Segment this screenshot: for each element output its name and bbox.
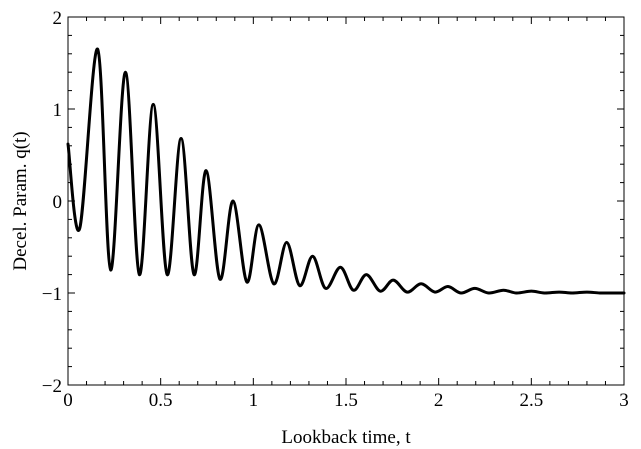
data-points: [68, 49, 624, 293]
plot-frame: [67, 16, 625, 386]
y-axis-label: Decel. Param. q(t): [10, 131, 31, 270]
y-tick-label: 1: [53, 100, 63, 121]
series-line: [66, 47, 626, 295]
y-tick-label: −1: [42, 284, 62, 305]
x-tick-label: 0.5: [149, 390, 173, 411]
tick-labels: 0 0.5 1 1.5 2 2.5 3 −2 −1 0 1 2: [42, 8, 629, 411]
ticks: [67, 16, 625, 386]
x-tick-label: 3: [619, 390, 629, 411]
y-tick-label: 0: [53, 192, 63, 213]
x-axis-label: Lookback time, t: [281, 427, 411, 448]
x-tick-label: 0: [63, 390, 73, 411]
y-tick-label: −2: [42, 376, 62, 397]
x-tick-label: 1: [249, 390, 259, 411]
x-tick-label: 2.5: [519, 390, 543, 411]
x-tick-label: 1.5: [334, 390, 358, 411]
y-tick-label: 2: [53, 8, 63, 29]
x-tick-label: 2: [434, 390, 444, 411]
